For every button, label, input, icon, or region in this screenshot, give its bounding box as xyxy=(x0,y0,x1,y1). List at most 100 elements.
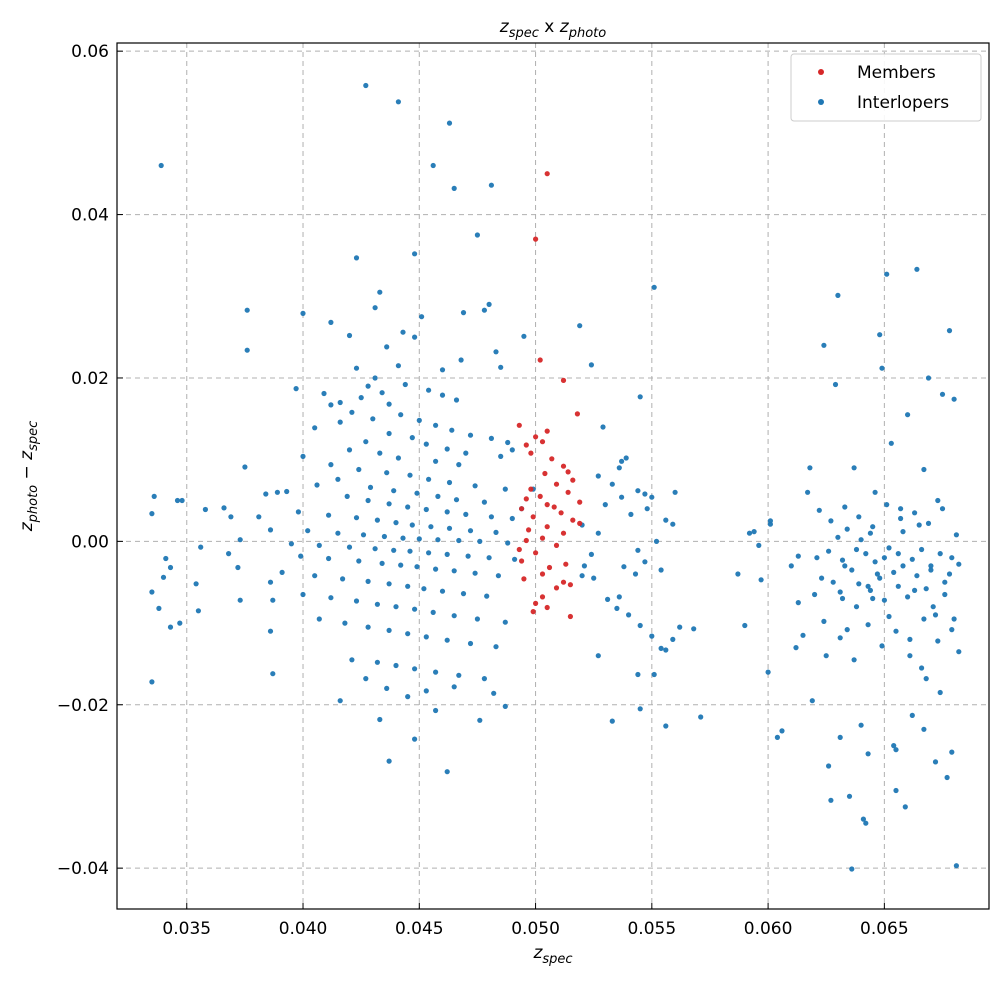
point-interlopers xyxy=(879,643,885,649)
point-interlopers xyxy=(163,555,169,562)
point-interlopers xyxy=(642,559,648,565)
point-interlopers xyxy=(160,574,167,580)
point-interlopers xyxy=(409,435,415,441)
point-members xyxy=(539,594,546,600)
point-interlopers xyxy=(758,577,764,583)
point-interlopers xyxy=(498,364,504,370)
point-interlopers xyxy=(363,676,369,682)
point-interlopers xyxy=(426,387,432,393)
point-interlopers xyxy=(300,310,306,316)
point-interlopers xyxy=(935,497,941,504)
y-label-sub2: spec xyxy=(26,421,41,451)
point-interlopers xyxy=(428,524,434,530)
point-interlopers xyxy=(340,576,346,582)
point-interlopers xyxy=(844,627,850,633)
point-interlopers xyxy=(493,349,499,355)
point-members xyxy=(565,469,571,475)
point-interlopers xyxy=(914,573,920,579)
point-interlopers xyxy=(851,465,857,471)
point-interlopers xyxy=(433,422,439,428)
point-interlopers xyxy=(886,613,892,620)
point-interlopers xyxy=(453,497,460,503)
point-interlopers xyxy=(835,292,841,298)
point-interlopers xyxy=(328,462,334,468)
point-interlopers xyxy=(846,793,853,799)
point-interlopers xyxy=(477,538,483,545)
point-interlopers xyxy=(658,567,664,573)
point-interlopers xyxy=(653,538,660,545)
point-interlopers xyxy=(221,505,227,511)
point-interlopers xyxy=(451,185,457,191)
point-interlopers xyxy=(416,417,422,423)
point-interlopers xyxy=(842,563,848,569)
point-members xyxy=(570,517,576,523)
point-interlopers xyxy=(691,626,697,632)
point-interlopers xyxy=(284,488,290,495)
point-interlopers xyxy=(423,441,429,447)
point-interlopers xyxy=(198,544,204,550)
point-interlopers xyxy=(867,587,874,594)
point-interlopers xyxy=(637,622,643,629)
point-interlopers xyxy=(767,521,774,527)
point-interlopers xyxy=(853,546,860,553)
point-interlopers xyxy=(414,564,420,570)
point-members xyxy=(523,496,529,502)
point-members xyxy=(544,502,550,508)
point-interlopers xyxy=(595,530,601,536)
point-interlopers xyxy=(498,453,504,459)
point-interlopers xyxy=(365,624,371,630)
point-interlopers xyxy=(321,390,327,397)
point-interlopers xyxy=(891,569,897,576)
point-members xyxy=(553,481,560,487)
point-interlopers xyxy=(828,518,834,524)
point-members xyxy=(560,530,567,536)
point-interlopers xyxy=(916,522,922,528)
point-members xyxy=(577,520,583,527)
y-tick-label: −0.02 xyxy=(57,696,109,716)
x-tick-label: 0.035 xyxy=(162,919,211,939)
point-members xyxy=(544,524,550,530)
point-interlopers xyxy=(444,551,450,558)
point-interlopers xyxy=(379,560,385,567)
point-interlopers xyxy=(895,551,901,557)
point-interlopers xyxy=(267,579,274,585)
x-tick-label: 0.040 xyxy=(279,919,328,939)
point-interlopers xyxy=(788,563,794,569)
point-interlopers xyxy=(393,662,399,669)
point-interlopers xyxy=(909,712,915,719)
point-interlopers xyxy=(451,684,457,690)
point-interlopers xyxy=(384,470,390,476)
point-interlopers xyxy=(405,631,411,637)
point-interlopers xyxy=(826,763,832,769)
point-interlopers xyxy=(363,439,369,445)
point-interlopers xyxy=(951,396,957,402)
x-axis-label: zspec xyxy=(532,943,572,967)
point-interlopers xyxy=(946,328,953,334)
point-interlopers xyxy=(881,597,888,603)
point-interlopers xyxy=(635,547,641,553)
point-interlopers xyxy=(637,394,643,400)
point-interlopers xyxy=(439,367,446,373)
point-interlopers xyxy=(853,604,860,610)
point-members xyxy=(565,489,571,495)
point-interlopers xyxy=(228,514,234,520)
point-interlopers xyxy=(663,647,669,653)
point-interlopers xyxy=(809,698,815,704)
point-interlopers xyxy=(914,266,920,272)
point-interlopers xyxy=(244,347,250,353)
point-interlopers xyxy=(488,514,494,520)
point-interlopers xyxy=(605,596,611,603)
point-interlopers xyxy=(167,564,174,571)
x-label-sub: spec xyxy=(542,952,572,967)
point-interlopers xyxy=(621,564,627,570)
point-interlopers xyxy=(616,594,622,600)
x-label-base: z xyxy=(532,943,543,963)
y-tick-label: 0.02 xyxy=(71,369,109,389)
point-interlopers xyxy=(635,671,641,678)
point-interlopers xyxy=(907,653,913,659)
point-interlopers xyxy=(879,365,885,371)
point-interlopers xyxy=(433,707,439,714)
point-members xyxy=(519,506,525,512)
point-interlopers xyxy=(305,528,311,534)
point-members xyxy=(542,470,548,477)
